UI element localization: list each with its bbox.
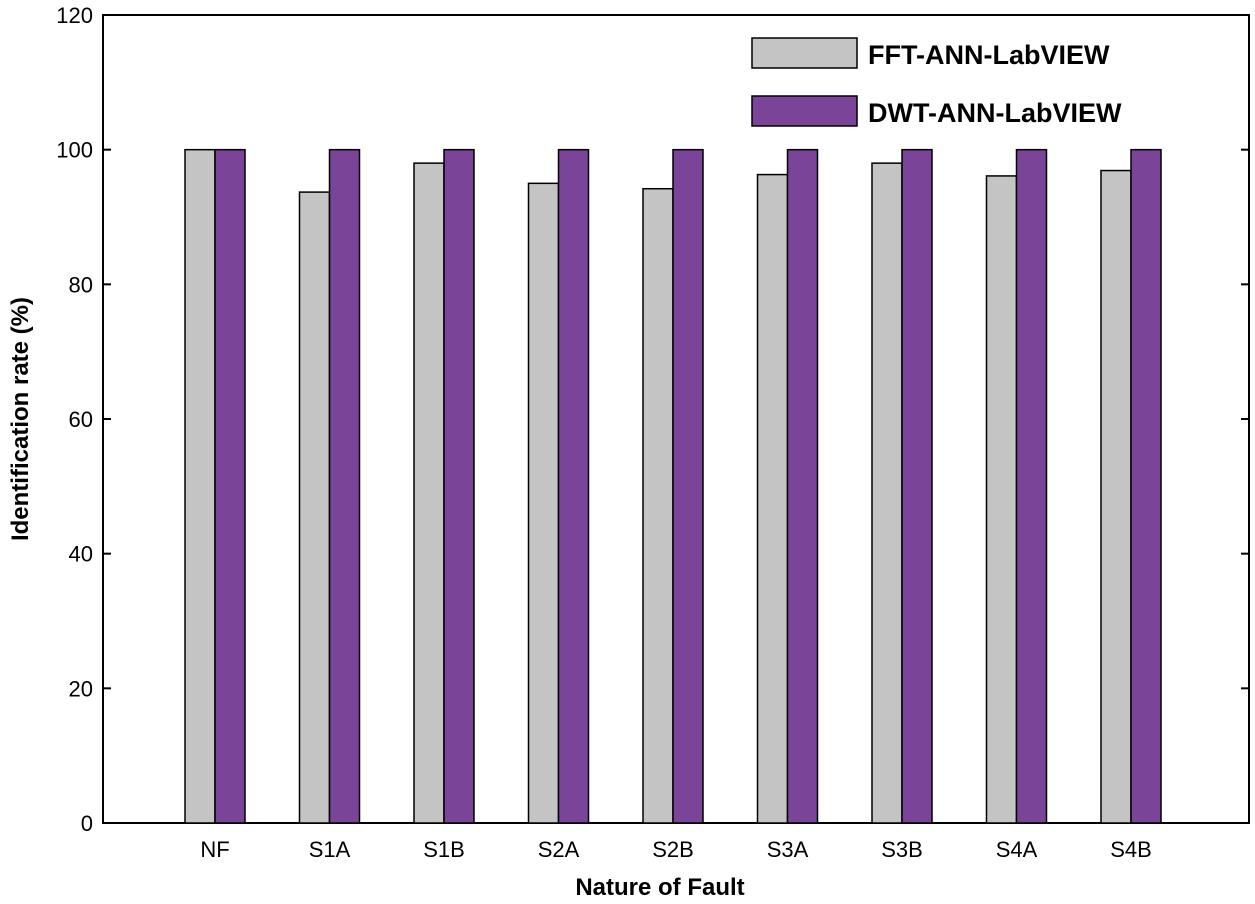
y-tick-label: 80 <box>69 272 93 297</box>
bar-dwt-s1b <box>443 148 475 824</box>
bar-dwt-s1a <box>328 148 361 824</box>
x-axis: NF S1A S1B S2A S2B S3A S3B S4A S4B <box>200 815 1152 862</box>
legend-label: FFT-ANN-LabVIEW <box>868 40 1110 70</box>
y-tick-label: 40 <box>69 542 93 567</box>
bar-fft-s2a <box>527 182 560 824</box>
x-tick-label: S4B <box>1110 837 1152 862</box>
bar-dwt-s4b <box>1130 148 1162 824</box>
x-tick-label: S1B <box>423 837 465 862</box>
y-tick-label: 20 <box>69 676 93 701</box>
bar-fft-s4b <box>1100 169 1132 824</box>
x-axis-title: Nature of Fault <box>575 874 744 901</box>
bar-dwt-nf <box>214 148 246 824</box>
bar-dwt-s3a <box>786 148 819 824</box>
legend-swatch <box>751 95 858 127</box>
bar-dwt-s3b <box>901 148 933 824</box>
bar-fft-s3a <box>756 173 789 824</box>
legend: FFT-ANN-LabVIEW DWT-ANN-LabVIEW <box>751 37 1122 128</box>
x-tick-label: S3A <box>767 837 809 862</box>
bar-fft-s3b <box>871 162 903 824</box>
bar-dwt-s2a <box>557 148 590 824</box>
legend-label: DWT-ANN-LabVIEW <box>868 98 1122 128</box>
bar-dwt-s2b <box>672 148 704 824</box>
bars <box>184 148 1162 824</box>
x-tick-label: S4A <box>996 837 1038 862</box>
x-tick-label: S2A <box>538 837 580 862</box>
bar-fft-s1b <box>413 162 445 824</box>
y-tick-label: 0 <box>81 811 93 836</box>
x-tick-label: S1A <box>309 837 351 862</box>
y-axis: 0 20 40 60 80 100 120 <box>56 3 1249 836</box>
legend-swatch <box>751 37 858 69</box>
x-tick-label: S2B <box>652 837 694 862</box>
bar-fft-s1a <box>298 191 331 824</box>
bar-fft-nf <box>184 148 216 824</box>
x-tick-label: NF <box>200 837 229 862</box>
bar-dwt-s4a <box>1015 148 1048 824</box>
bar-fft-s2b <box>642 187 674 824</box>
y-tick-label: 120 <box>56 3 93 28</box>
y-axis-title: Identification rate (%) <box>7 297 34 541</box>
y-tick-label: 60 <box>69 407 93 432</box>
bar-fft-s4a <box>985 175 1018 824</box>
y-tick-label: 100 <box>56 138 93 163</box>
x-tick-label: S3B <box>881 837 923 862</box>
